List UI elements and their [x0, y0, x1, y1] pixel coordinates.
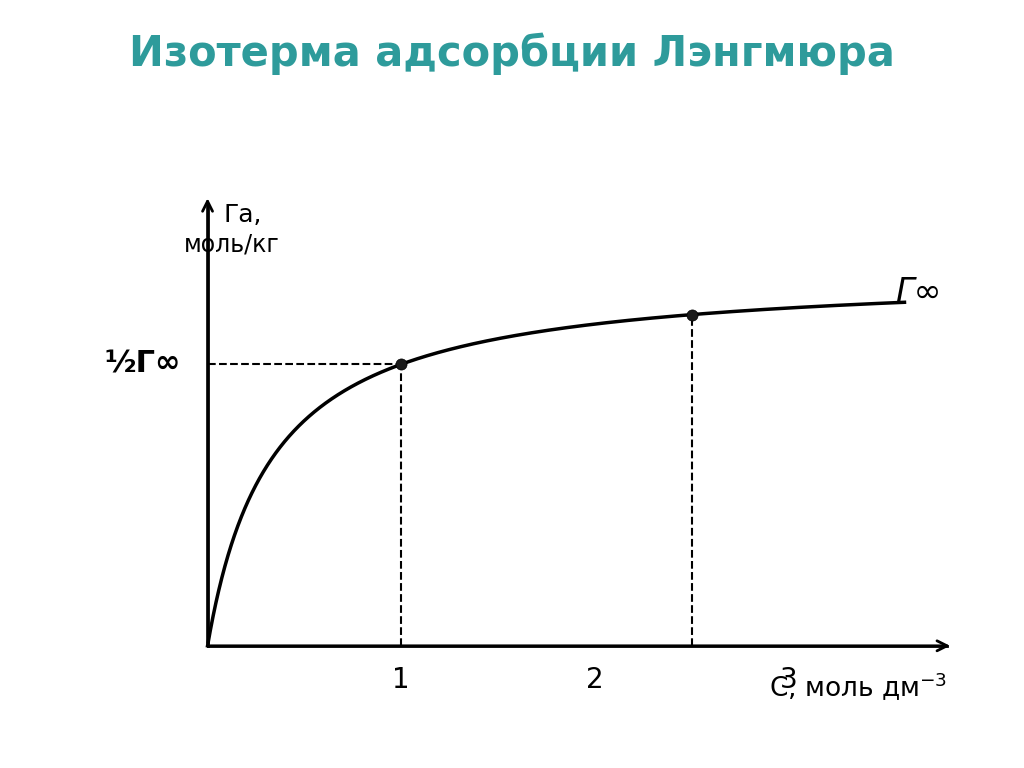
Text: Га,: Га, [223, 203, 261, 227]
Text: 2: 2 [586, 667, 603, 694]
Text: моль/кг: моль/кг [184, 233, 281, 257]
Text: С, моль дм$^{-3}$: С, моль дм$^{-3}$ [769, 670, 947, 703]
Text: ½Г∞: ½Г∞ [104, 349, 180, 379]
Text: 3: 3 [779, 667, 798, 694]
Text: Г∞: Г∞ [895, 276, 941, 309]
Text: 1: 1 [392, 667, 410, 694]
Text: Изотерма адсорбции Лэнгмюра: Изотерма адсорбции Лэнгмюра [129, 32, 895, 75]
